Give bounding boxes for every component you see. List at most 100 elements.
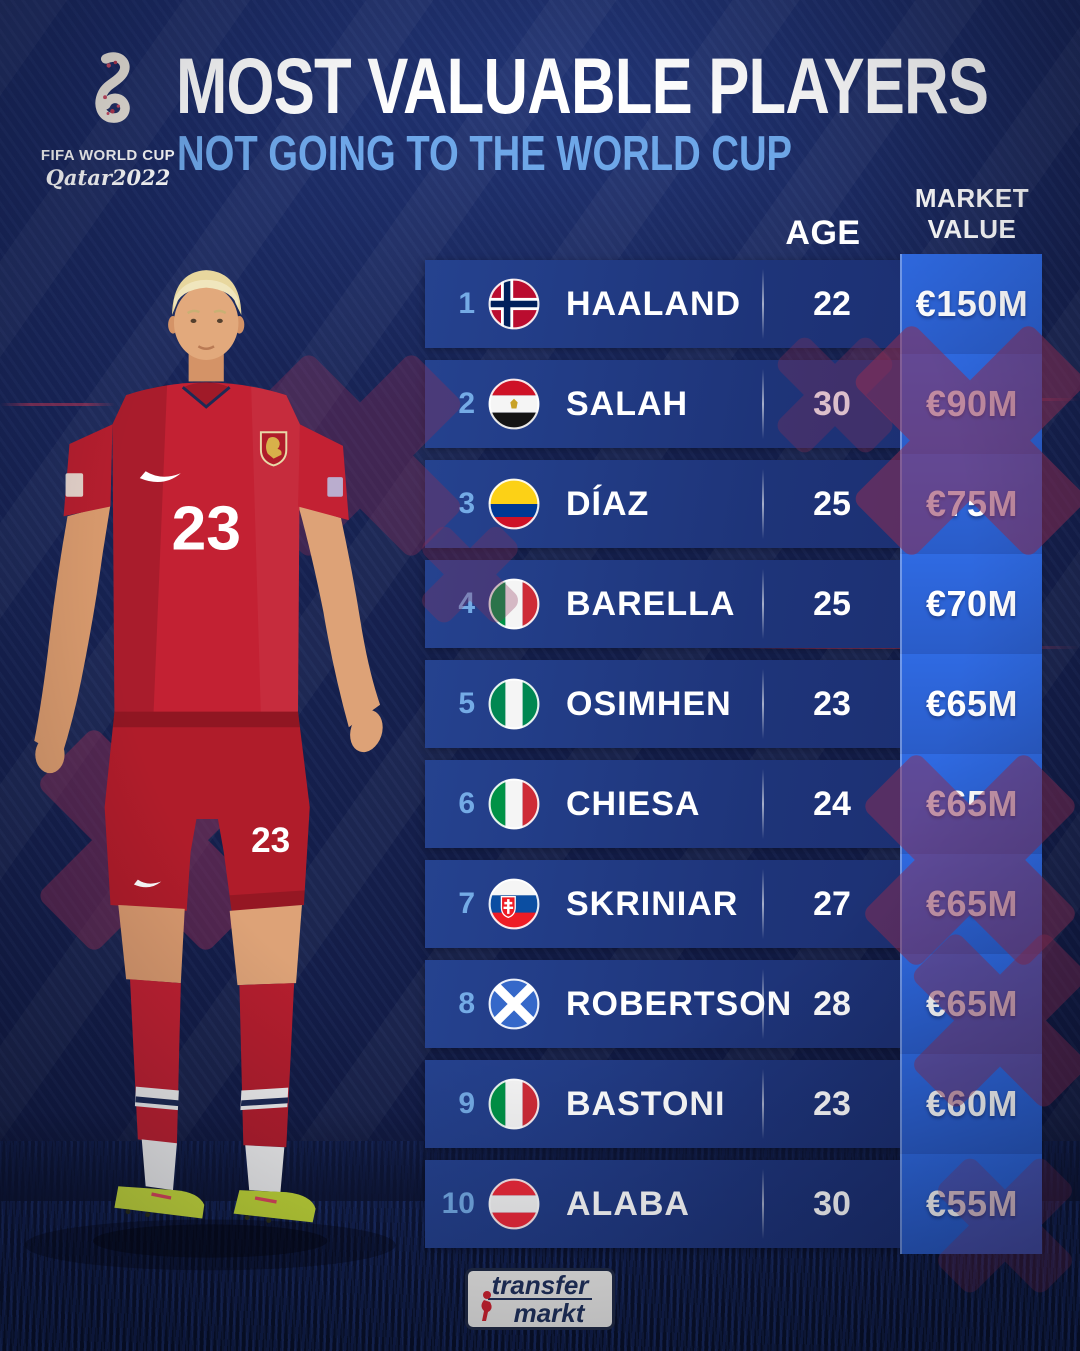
market-value-cell: €60M [900, 1054, 1042, 1154]
col-header-age: AGE [785, 214, 861, 252]
brand-line-2: markt [513, 1297, 585, 1328]
table-row: 4 BARELLA 25 €70M [425, 554, 1042, 654]
player-age: 25 [813, 584, 851, 623]
market-value-cell: €150M [900, 254, 1042, 354]
table-row: 2 SALAH 30 €90M [425, 354, 1042, 454]
column-divider [762, 669, 764, 739]
table-row: 3 DÍAZ 25 €75M [425, 454, 1042, 554]
column-divider [762, 469, 764, 539]
col-header-value: VALUE [927, 214, 1017, 244]
player-name: BARELLA [566, 584, 736, 623]
player-age: 25 [813, 484, 851, 523]
rank-number: 10 [441, 1187, 475, 1220]
fifa-logo-text: FIFA WORLD CUP [40, 147, 176, 164]
column-divider [762, 1069, 764, 1139]
flag-italy-icon [488, 778, 540, 830]
page-title: MOST VALUABLE PLAYERS [176, 41, 989, 130]
column-divider [762, 269, 764, 339]
market-value-cell: €55M [900, 1154, 1042, 1254]
market-value-cell: €90M [900, 354, 1042, 454]
market-value: €65M [925, 783, 1019, 824]
table-row: 7 SKRINIAR 27 €65M [425, 854, 1042, 954]
rank-number: 2 [458, 387, 475, 420]
player-name: SALAH [566, 384, 689, 423]
rank-number: 7 [458, 887, 475, 920]
player-age: 28 [813, 984, 851, 1023]
market-value: €75M [925, 483, 1019, 524]
market-value-cell: €65M [900, 754, 1042, 854]
market-value-cell: €65M [900, 654, 1042, 754]
rank-number: 6 [458, 787, 475, 820]
market-value: €60M [925, 1083, 1019, 1124]
player-name: ROBERTSON [566, 984, 793, 1023]
market-value: €65M [925, 683, 1019, 724]
player-age: 27 [813, 884, 851, 923]
table-row: 8 ROBERTSON 28 €65M [425, 954, 1042, 1054]
column-divider [762, 869, 764, 939]
table-row: 5 OSIMHEN 23 €65M [425, 654, 1042, 754]
rank-number: 3 [458, 487, 475, 520]
red-line [0, 403, 115, 406]
flag-italy-icon [488, 578, 540, 630]
rank-number: 1 [458, 287, 475, 320]
players-table: 1 HAALAND 22 €150M 2 SALAH 30 €90M 3 DÍAZ 25 €75M 4 B… [425, 254, 1042, 1254]
rank-number: 4 [458, 587, 475, 620]
market-value: €65M [925, 983, 1019, 1024]
column-divider [762, 569, 764, 639]
player-name: HAALAND [566, 284, 742, 323]
brand-line-1: transfer [487, 1272, 593, 1300]
market-value: €70M [925, 583, 1019, 624]
jersey-number: 23 [171, 493, 241, 563]
flag-austria-icon [488, 1178, 540, 1230]
flag-colombia-icon [488, 478, 540, 530]
flag-slovakia-icon [488, 878, 540, 930]
table-row: 9 BASTONI 23 €60M [425, 1054, 1042, 1154]
player-age: 22 [813, 284, 851, 323]
player-age: 23 [813, 1084, 851, 1123]
column-divider [762, 969, 764, 1039]
fifa-world-cup-logo: FIFA WORLD CUP Qatar2022 [40, 36, 176, 190]
flag-italy-icon [488, 1078, 540, 1130]
transfermarkt-runner-icon [481, 1291, 492, 1321]
page-subtitle: NOT GOING TO THE WORLD CUP [177, 127, 793, 181]
column-divider [762, 1169, 764, 1239]
table-row: 10 ALABA 30 €55M [425, 1154, 1042, 1254]
market-value: €65M [925, 883, 1019, 924]
market-value: €55M [925, 1183, 1019, 1224]
player-name: OSIMHEN [566, 684, 732, 723]
rank-number: 8 [458, 987, 475, 1020]
shorts-number: 23 [251, 821, 290, 860]
column-divider [762, 769, 764, 839]
table-row: 1 HAALAND 22 €150M [425, 254, 1042, 354]
market-value-cell: €70M [900, 554, 1042, 654]
qatar-2022-emblem-icon [95, 52, 130, 123]
flag-scotland-icon [488, 978, 540, 1030]
player-age: 23 [813, 684, 851, 723]
transfermarkt-logo: transfer markt [465, 1268, 615, 1330]
player-name: SKRINIAR [566, 884, 739, 923]
player-name: BASTONI [566, 1084, 726, 1123]
flag-nigeria-icon [488, 678, 540, 730]
player-illustration: 23 23 [24, 270, 396, 1271]
column-divider [762, 369, 764, 439]
player-age: 24 [813, 784, 851, 823]
market-value-cell: €75M [900, 454, 1042, 554]
col-header-market: MARKET [914, 183, 1030, 213]
player-name: CHIESA [566, 784, 701, 823]
flag-egypt-icon [488, 378, 540, 430]
col-header-market-value: MARKET VALUE [887, 183, 1057, 245]
rank-number: 9 [458, 1087, 475, 1120]
flag-norway-icon [488, 278, 540, 330]
market-value: €150M [915, 283, 1029, 324]
player-age: 30 [813, 384, 851, 423]
player-photo-haaland: 23 23 [5, 248, 425, 1308]
table-row: 6 CHIESA 24 €65M [425, 754, 1042, 854]
market-value-cell: €65M [900, 954, 1042, 1054]
player-age: 30 [813, 1184, 851, 1223]
qatar-2022-text: Qatar2022 [45, 165, 171, 190]
player-name: ALABA [566, 1184, 690, 1223]
market-value-cell: €65M [900, 854, 1042, 954]
rank-number: 5 [458, 687, 475, 720]
market-value: €90M [925, 383, 1019, 424]
